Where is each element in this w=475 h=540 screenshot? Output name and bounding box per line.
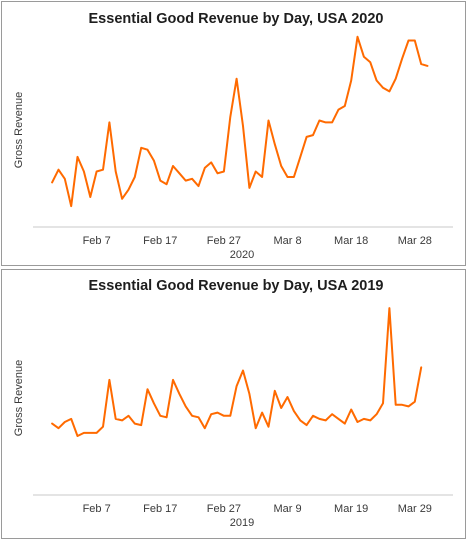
x-tick-label: Feb 27 [207,503,241,515]
x-ticks: Feb 7 Feb 17 Feb 27 Mar 9 Mar 19 Mar 29 [83,503,432,515]
chart-title: Essential Good Revenue by Day, USA 2020 [89,11,384,27]
revenue-chart-2020: Essential Good Revenue by Day, USA 2020 … [13,11,453,261]
x-tick-label: Mar 8 [273,235,301,247]
x-tick-label: Mar 18 [334,235,368,247]
x-tick-label: Feb 7 [83,235,111,247]
revenue-chart-2019: Essential Good Revenue by Day, USA 2019 … [13,278,453,529]
x-tick-label: Feb 17 [143,235,177,247]
x-tick-label: Feb 7 [83,503,111,515]
y-axis-label: Gross Revenue [13,360,25,436]
chart-panel-2020: Essential Good Revenue by Day, USA 2020 … [1,1,466,266]
revenue-line-2020 [51,35,429,208]
x-tick-label: Mar 19 [334,503,368,515]
revenue-line-2019 [51,307,423,437]
x-tick-label: Mar 29 [398,503,432,515]
x-axis-label: 2019 [230,517,254,529]
x-tick-label: Feb 27 [207,235,241,247]
x-ticks: Feb 7 Feb 17 Feb 27 Mar 8 Mar 18 Mar 28 [83,235,432,247]
x-tick-label: Feb 17 [143,503,177,515]
chart-panel-2019: Essential Good Revenue by Day, USA 2019 … [1,269,466,539]
x-tick-label: Mar 9 [273,503,301,515]
x-tick-label: Mar 28 [398,235,432,247]
x-axis-label: 2020 [230,249,254,261]
y-axis-label: Gross Revenue [13,92,25,168]
chart-title: Essential Good Revenue by Day, USA 2019 [89,278,384,294]
